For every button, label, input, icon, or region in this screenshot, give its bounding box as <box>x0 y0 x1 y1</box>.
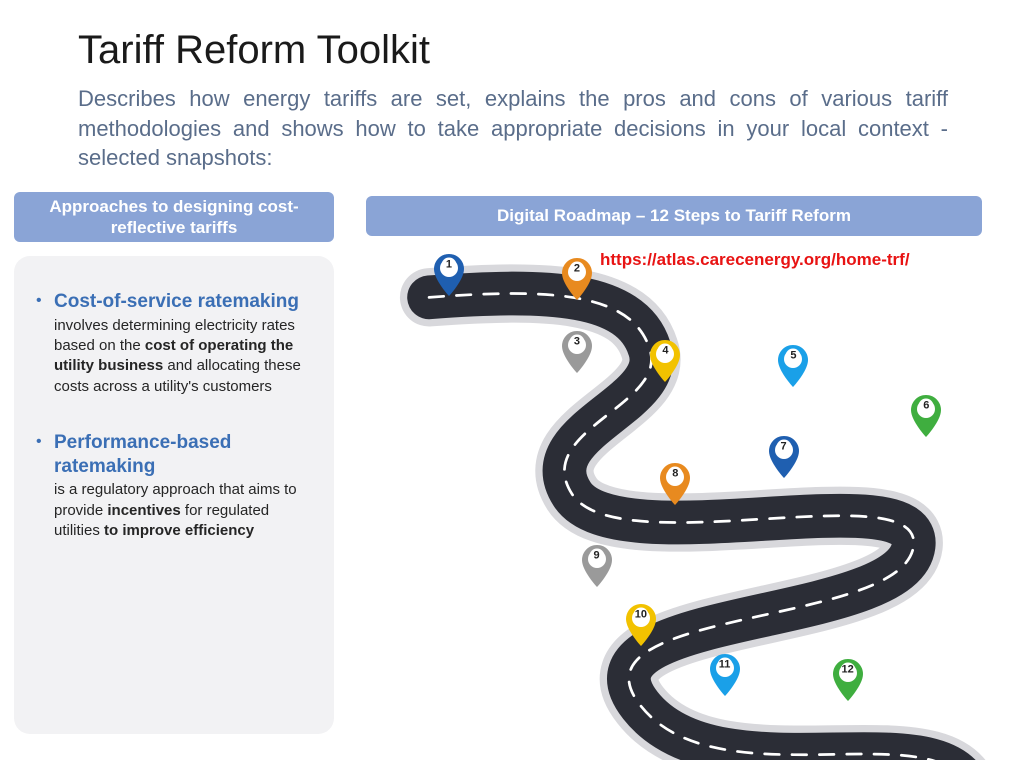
pin-number: 3 <box>569 334 584 349</box>
right-panel-header: Digital Roadmap – 12 Steps to Tariff Ref… <box>366 196 982 236</box>
pin-number: 11 <box>717 658 732 673</box>
roadmap-pin-12[interactable]: 12 <box>833 659 863 701</box>
pin-number: 2 <box>569 262 584 277</box>
roadmap-pin-2[interactable]: 2 <box>562 258 592 300</box>
road-svg <box>380 250 1010 760</box>
roadmap-graphic: 123456789101112 <box>380 250 1010 760</box>
pin-number: 9 <box>589 548 604 563</box>
pin-number: 12 <box>840 662 855 677</box>
pin-number: 10 <box>633 608 648 623</box>
pin-number: 5 <box>786 348 801 363</box>
approach-title: Performance-based ratemaking <box>54 431 312 479</box>
approach-item: Performance-based ratemaking is a regula… <box>36 431 312 541</box>
approach-item: Cost-of-service ratemaking involves dete… <box>36 290 312 397</box>
approaches-list: Cost-of-service ratemaking involves dete… <box>36 290 312 541</box>
pin-number: 7 <box>776 439 791 454</box>
approach-body: is a regulatory approach that aims to pr… <box>54 480 312 541</box>
approaches-card: Cost-of-service ratemaking involves dete… <box>14 256 334 734</box>
pin-number: 1 <box>441 257 456 272</box>
page-title: Tariff Reform Toolkit <box>78 28 430 73</box>
roadmap-pin-5[interactable]: 5 <box>778 345 808 387</box>
pin-number: 4 <box>658 344 673 359</box>
roadmap-pin-7[interactable]: 7 <box>769 436 799 478</box>
roadmap-pin-3[interactable]: 3 <box>562 331 592 373</box>
roadmap-pin-4[interactable]: 4 <box>650 340 680 382</box>
approach-body: involves determining electricity rates b… <box>54 316 312 397</box>
pin-number: 8 <box>668 467 683 482</box>
roadmap-pin-1[interactable]: 1 <box>434 254 464 296</box>
roadmap-pin-6[interactable]: 6 <box>911 395 941 437</box>
roadmap-pin-9[interactable]: 9 <box>582 545 612 587</box>
road-dark-path <box>429 294 973 760</box>
pin-number: 6 <box>919 398 934 413</box>
roadmap-pin-11[interactable]: 11 <box>710 654 740 696</box>
roadmap-pin-10[interactable]: 10 <box>626 604 656 646</box>
roadmap-pin-8[interactable]: 8 <box>660 463 690 505</box>
page-subtitle: Describes how energy tariffs are set, ex… <box>78 84 948 173</box>
left-panel-header: Approaches to designing cost-reflective … <box>14 192 334 242</box>
approach-title: Cost-of-service ratemaking <box>54 290 312 314</box>
